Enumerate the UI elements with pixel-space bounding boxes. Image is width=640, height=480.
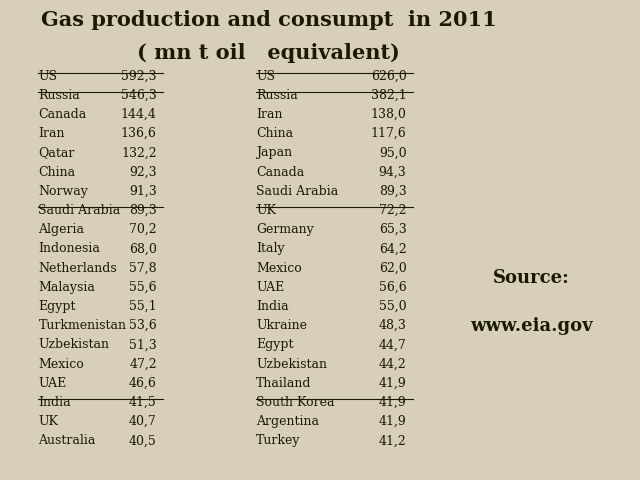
- Text: Indonesia: Indonesia: [38, 242, 100, 255]
- Text: 57,8: 57,8: [129, 262, 157, 275]
- Text: Malaysia: Malaysia: [38, 281, 95, 294]
- Text: 41,2: 41,2: [379, 434, 406, 447]
- Text: Iran: Iran: [256, 108, 282, 121]
- Text: Egypt: Egypt: [256, 338, 294, 351]
- Text: Argentina: Argentina: [256, 415, 319, 428]
- Text: Saudi Arabia: Saudi Arabia: [38, 204, 121, 217]
- Text: Uzbekistan: Uzbekistan: [38, 338, 109, 351]
- Text: Netherlands: Netherlands: [38, 262, 117, 275]
- Text: 89,3: 89,3: [129, 204, 157, 217]
- Text: 92,3: 92,3: [129, 166, 157, 179]
- Text: UK: UK: [256, 204, 276, 217]
- Text: 68,0: 68,0: [129, 242, 157, 255]
- Text: 47,2: 47,2: [129, 358, 157, 371]
- Text: Mexico: Mexico: [38, 358, 84, 371]
- Text: 65,3: 65,3: [379, 223, 406, 236]
- Text: Gas production and consumpt  in 2011: Gas production and consumpt in 2011: [41, 10, 497, 30]
- Text: Canada: Canada: [38, 108, 86, 121]
- Text: 46,6: 46,6: [129, 377, 157, 390]
- Text: 51,3: 51,3: [129, 338, 157, 351]
- Text: Norway: Norway: [38, 185, 88, 198]
- Text: 89,3: 89,3: [379, 185, 406, 198]
- Text: 62,0: 62,0: [379, 262, 406, 275]
- Text: Italy: Italy: [256, 242, 285, 255]
- Text: Source:: Source:: [493, 269, 570, 287]
- Text: 94,3: 94,3: [379, 166, 406, 179]
- Text: 44,7: 44,7: [379, 338, 406, 351]
- Text: Egypt: Egypt: [38, 300, 76, 313]
- Text: 41,9: 41,9: [379, 415, 406, 428]
- Text: 132,2: 132,2: [121, 146, 157, 159]
- Text: 138,0: 138,0: [371, 108, 406, 121]
- Text: ( mn t oil   equivalent): ( mn t oil equivalent): [138, 43, 400, 63]
- Text: 40,5: 40,5: [129, 434, 157, 447]
- Text: 382,1: 382,1: [371, 89, 406, 102]
- Text: 41,9: 41,9: [379, 396, 406, 409]
- Text: 546,3: 546,3: [121, 89, 157, 102]
- Text: Qatar: Qatar: [38, 146, 75, 159]
- Text: Algeria: Algeria: [38, 223, 84, 236]
- Text: 91,3: 91,3: [129, 185, 157, 198]
- Text: US: US: [38, 70, 58, 83]
- Text: 144,4: 144,4: [121, 108, 157, 121]
- Text: 626,0: 626,0: [371, 70, 406, 83]
- Text: 48,3: 48,3: [378, 319, 406, 332]
- Text: www.eia.gov: www.eia.gov: [470, 317, 593, 335]
- Text: Thailand: Thailand: [256, 377, 312, 390]
- Text: Mexico: Mexico: [256, 262, 301, 275]
- Text: Uzbekistan: Uzbekistan: [256, 358, 327, 371]
- Text: 70,2: 70,2: [129, 223, 157, 236]
- Text: China: China: [38, 166, 76, 179]
- Text: South Korea: South Korea: [256, 396, 335, 409]
- Text: 55,6: 55,6: [129, 281, 157, 294]
- Text: Saudi Arabia: Saudi Arabia: [256, 185, 339, 198]
- Text: 44,2: 44,2: [379, 358, 406, 371]
- Text: 41,5: 41,5: [129, 396, 157, 409]
- Text: Russia: Russia: [38, 89, 80, 102]
- Text: India: India: [38, 396, 71, 409]
- Text: Iran: Iran: [38, 127, 65, 140]
- Text: 117,6: 117,6: [371, 127, 406, 140]
- Text: Japan: Japan: [256, 146, 292, 159]
- Text: US: US: [256, 70, 275, 83]
- Text: UAE: UAE: [256, 281, 284, 294]
- Text: Russia: Russia: [256, 89, 298, 102]
- Text: 592,3: 592,3: [122, 70, 157, 83]
- Text: 72,2: 72,2: [379, 204, 406, 217]
- Text: 56,6: 56,6: [379, 281, 406, 294]
- Text: China: China: [256, 127, 293, 140]
- Text: 55,0: 55,0: [379, 300, 406, 313]
- Text: India: India: [256, 300, 289, 313]
- Text: 53,6: 53,6: [129, 319, 157, 332]
- Text: 95,0: 95,0: [379, 146, 406, 159]
- Text: Turkey: Turkey: [256, 434, 301, 447]
- Text: 40,7: 40,7: [129, 415, 157, 428]
- Text: UAE: UAE: [38, 377, 67, 390]
- Text: UK: UK: [38, 415, 58, 428]
- Text: 64,2: 64,2: [379, 242, 406, 255]
- Text: 41,9: 41,9: [379, 377, 406, 390]
- Text: Germany: Germany: [256, 223, 314, 236]
- Text: 55,1: 55,1: [129, 300, 157, 313]
- Text: Australia: Australia: [38, 434, 96, 447]
- Text: Ukraine: Ukraine: [256, 319, 307, 332]
- Text: Turkmenistan: Turkmenistan: [38, 319, 127, 332]
- Text: 136,6: 136,6: [121, 127, 157, 140]
- Text: Canada: Canada: [256, 166, 304, 179]
